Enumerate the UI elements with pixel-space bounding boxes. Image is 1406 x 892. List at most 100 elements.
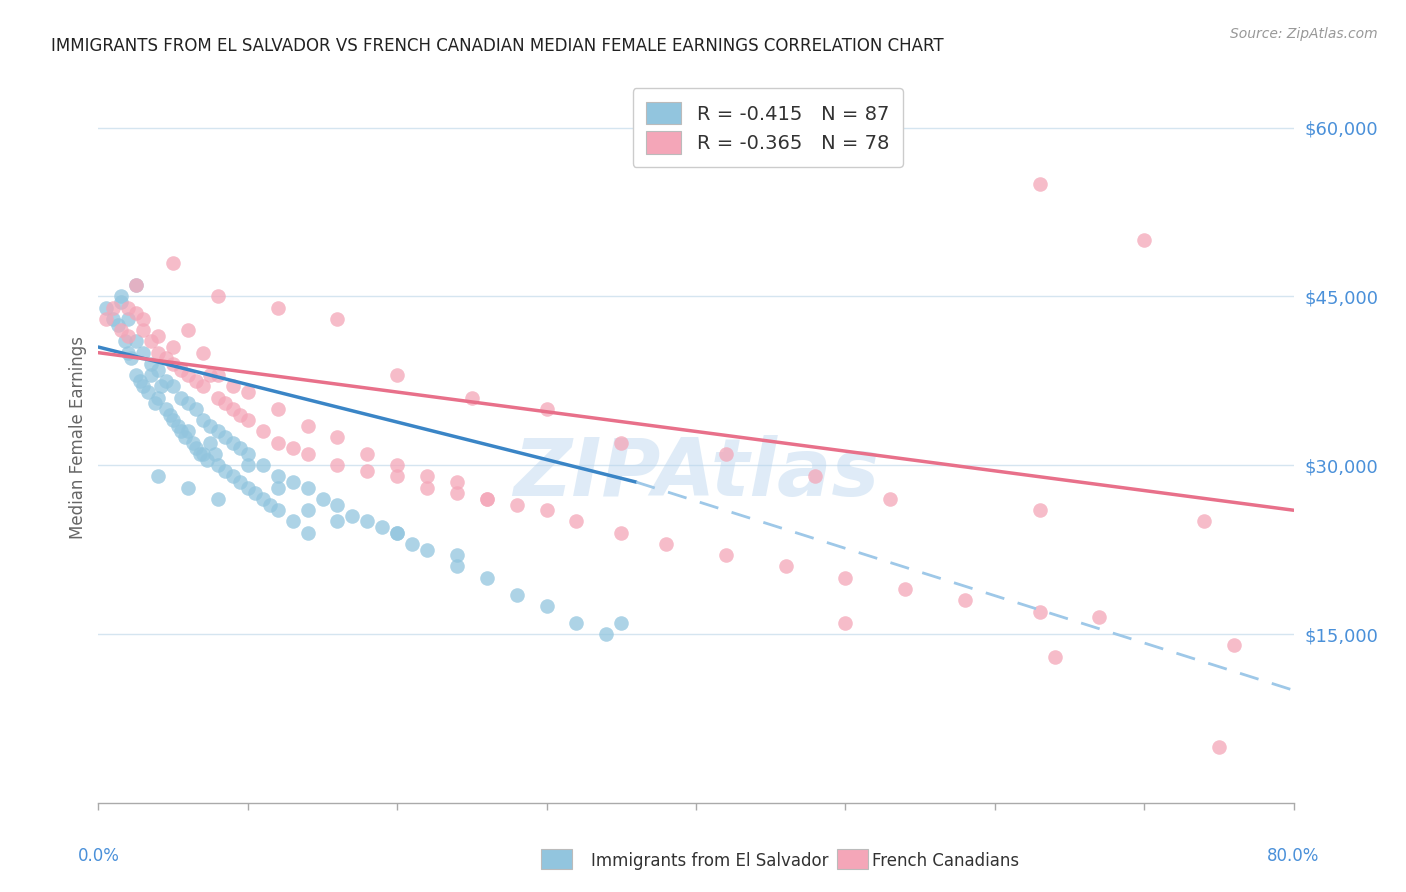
Point xyxy=(326,312,349,326)
Point xyxy=(166,418,188,433)
Point xyxy=(297,503,319,517)
Point xyxy=(326,515,349,529)
Point xyxy=(222,379,245,393)
Point xyxy=(114,334,136,349)
Point xyxy=(385,525,409,540)
Point xyxy=(446,486,468,500)
Point xyxy=(139,357,162,371)
Point xyxy=(267,401,290,416)
Point xyxy=(110,323,132,337)
Point xyxy=(356,447,378,461)
Point xyxy=(416,469,439,483)
Point xyxy=(214,396,236,410)
Point xyxy=(125,278,148,293)
Point xyxy=(177,323,200,337)
Point xyxy=(162,340,184,354)
Point xyxy=(297,418,319,433)
Point xyxy=(416,542,439,557)
Point xyxy=(188,447,211,461)
Point xyxy=(259,498,281,512)
Point xyxy=(894,582,917,596)
Point xyxy=(117,328,139,343)
Point xyxy=(143,396,166,410)
Point xyxy=(461,391,484,405)
Point xyxy=(169,362,191,376)
Bar xyxy=(541,849,572,869)
Point xyxy=(446,475,468,489)
Point xyxy=(155,351,177,366)
Point xyxy=(222,469,245,483)
Point xyxy=(1028,177,1050,191)
Point xyxy=(125,368,148,383)
Point xyxy=(371,520,394,534)
Point xyxy=(236,385,259,400)
Point xyxy=(236,458,259,473)
Point xyxy=(401,537,423,551)
Point xyxy=(1028,605,1050,619)
Point xyxy=(214,430,236,444)
Point xyxy=(214,464,236,478)
Point xyxy=(207,391,229,405)
Point xyxy=(132,312,155,326)
Point xyxy=(834,571,856,585)
Point xyxy=(125,334,148,349)
Point xyxy=(207,289,229,303)
Point xyxy=(200,368,222,383)
Point xyxy=(610,615,633,630)
Point xyxy=(181,435,204,450)
Point xyxy=(775,559,797,574)
Point xyxy=(714,548,737,562)
Point xyxy=(281,442,304,456)
Point xyxy=(200,418,222,433)
Point xyxy=(416,481,439,495)
Point xyxy=(177,425,200,439)
Point xyxy=(475,491,498,506)
Point xyxy=(385,469,409,483)
Point xyxy=(1192,515,1215,529)
Point xyxy=(506,588,529,602)
Point xyxy=(252,491,274,506)
Point xyxy=(136,385,159,400)
Point xyxy=(1133,233,1156,247)
Point xyxy=(252,425,274,439)
Point xyxy=(356,515,378,529)
Point xyxy=(446,559,468,574)
Point xyxy=(252,458,274,473)
Point xyxy=(1028,503,1050,517)
Point xyxy=(236,413,259,427)
Point xyxy=(191,413,214,427)
Text: ZIPAtlas: ZIPAtlas xyxy=(513,434,879,513)
Point xyxy=(446,548,468,562)
Point xyxy=(103,312,125,326)
Point xyxy=(297,447,319,461)
Point xyxy=(159,408,181,422)
Point xyxy=(506,498,529,512)
Text: 80.0%: 80.0% xyxy=(1267,847,1320,864)
Point xyxy=(595,627,617,641)
Point xyxy=(110,295,132,310)
Point xyxy=(129,374,152,388)
Point xyxy=(222,435,245,450)
Point xyxy=(207,491,229,506)
Point xyxy=(267,503,290,517)
Point xyxy=(197,452,219,467)
Point xyxy=(169,425,191,439)
Legend: R = -0.415   N = 87, R = -0.365   N = 78: R = -0.415 N = 87, R = -0.365 N = 78 xyxy=(633,88,903,168)
Point xyxy=(117,312,139,326)
Point xyxy=(536,401,558,416)
Point xyxy=(125,306,148,320)
Point xyxy=(236,447,259,461)
Point xyxy=(177,481,200,495)
Point xyxy=(714,447,737,461)
Point xyxy=(229,408,252,422)
Text: Immigrants from El Salvador: Immigrants from El Salvador xyxy=(591,852,828,870)
Point xyxy=(475,491,498,506)
Point xyxy=(342,508,364,523)
Point xyxy=(155,374,177,388)
Point xyxy=(162,357,184,371)
Point xyxy=(229,475,252,489)
Point xyxy=(281,475,304,489)
Point xyxy=(281,515,304,529)
Point xyxy=(94,312,117,326)
Point xyxy=(236,481,259,495)
